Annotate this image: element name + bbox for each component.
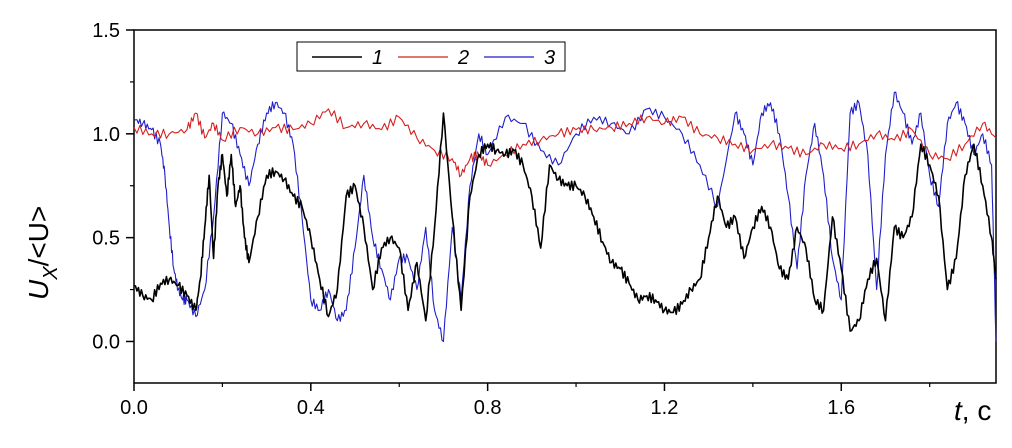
y-axis-symbol: U [23, 279, 54, 300]
x-tick-label: 0.8 [474, 397, 502, 419]
legend-label-series-3: 3 [544, 47, 555, 69]
x-axis-variable: t [954, 395, 963, 426]
y-axis-rest: /<U> [23, 206, 54, 267]
x-axis-title: t, c [954, 395, 991, 426]
y-tick-label: 1.5 [92, 20, 120, 42]
x-tick-label: 1.6 [827, 397, 855, 419]
legend-label-series-1: 1 [372, 47, 383, 69]
x-tick-label: 0.0 [120, 397, 148, 419]
y-axis-title: UX/<U> [23, 206, 62, 300]
legend: 1 2 3 [296, 41, 566, 72]
x-tick-label: 0.4 [297, 397, 325, 419]
y-tick-label: 0.0 [92, 331, 120, 353]
x-tick-label: 1.2 [651, 397, 679, 419]
y-tick-label: 1.0 [92, 124, 120, 146]
y-axis-subscript: X [40, 266, 62, 281]
plot-frame [133, 29, 997, 384]
legend-label-series-2: 2 [457, 47, 469, 69]
series-line-1 [133, 112, 997, 332]
series-line-3 [133, 91, 997, 343]
y-tick-label: 0.5 [92, 228, 120, 250]
x-axis-unit: , c [962, 395, 992, 426]
series-line-2 [133, 108, 997, 178]
